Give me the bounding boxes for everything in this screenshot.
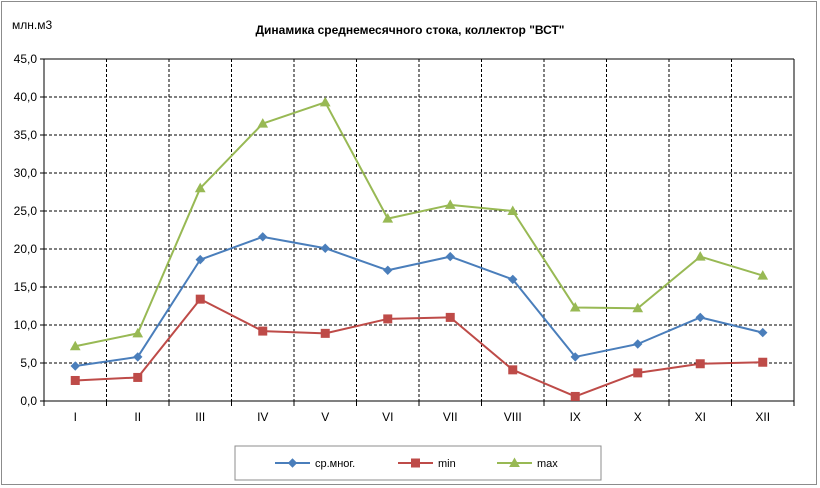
data-point bbox=[508, 274, 518, 285]
data-point bbox=[383, 265, 393, 275]
x-tick-label: III bbox=[195, 410, 205, 424]
x-tick-label: IV bbox=[257, 410, 268, 424]
y-tick-label: 45,0 bbox=[14, 52, 38, 66]
y-tick-label: 20,0 bbox=[14, 242, 38, 256]
y-tick-label: 40,0 bbox=[14, 90, 38, 104]
data-point bbox=[70, 375, 80, 385]
legend-label: min bbox=[438, 458, 456, 470]
data-point bbox=[320, 328, 330, 338]
x-tick-label: XII bbox=[755, 410, 770, 424]
legend-label: max bbox=[537, 458, 558, 470]
legend-marker bbox=[411, 458, 420, 468]
data-point bbox=[445, 312, 455, 322]
x-tick-label: VII bbox=[443, 410, 458, 424]
data-point bbox=[757, 270, 769, 280]
data-point bbox=[258, 232, 268, 242]
y-tick-label: 35,0 bbox=[14, 128, 38, 142]
x-tick-label: IX bbox=[570, 410, 581, 424]
y-axis-label: млн.м3 bbox=[12, 18, 52, 32]
data-point bbox=[569, 302, 581, 312]
x-tick-label: II bbox=[134, 410, 141, 424]
data-point bbox=[132, 327, 144, 338]
data-point bbox=[133, 352, 143, 362]
y-tick-label: 25,0 bbox=[14, 204, 38, 218]
data-point bbox=[445, 251, 455, 262]
x-tick-label: V bbox=[321, 410, 329, 424]
gridlines bbox=[44, 58, 795, 401]
legend-entry: max bbox=[497, 457, 558, 470]
data-point bbox=[257, 118, 269, 128]
y-tick-label: 0,0 bbox=[20, 394, 37, 408]
x-tick-label: VIII bbox=[504, 410, 522, 424]
series-max bbox=[69, 96, 769, 351]
data-point bbox=[319, 96, 331, 107]
data-point bbox=[70, 361, 80, 371]
data-point bbox=[632, 302, 644, 313]
legend-label: ср.мног. bbox=[315, 458, 355, 470]
series-layer bbox=[69, 96, 769, 401]
series-line bbox=[75, 235, 763, 368]
data-point bbox=[195, 294, 205, 304]
series-line bbox=[75, 101, 764, 348]
data-point bbox=[444, 199, 456, 209]
x-tick-label: XI bbox=[695, 410, 706, 424]
data-point bbox=[570, 391, 580, 401]
y-tick-label: 10,0 bbox=[14, 318, 38, 332]
data-point bbox=[570, 352, 580, 362]
x-tick-label: VI bbox=[382, 410, 393, 424]
series-min bbox=[70, 294, 768, 401]
data-point bbox=[758, 357, 768, 367]
data-point bbox=[695, 359, 705, 369]
data-point bbox=[633, 368, 643, 378]
data-point bbox=[258, 326, 268, 336]
chart-title: Динамика среднемесячного стока, коллекто… bbox=[255, 23, 564, 37]
data-point bbox=[383, 314, 393, 324]
data-point bbox=[133, 372, 143, 382]
y-tick-label: 5,0 bbox=[20, 356, 37, 370]
x-tick-label: X bbox=[634, 410, 642, 424]
data-point bbox=[194, 182, 206, 193]
data-point bbox=[195, 254, 205, 265]
legend-marker bbox=[509, 457, 520, 467]
legend-entry: ср.мног. bbox=[275, 458, 355, 470]
legend: ср.мног. min max bbox=[234, 445, 602, 481]
data-point bbox=[694, 251, 706, 261]
data-point bbox=[508, 365, 518, 375]
y-tick-label: 15,0 bbox=[14, 280, 38, 294]
series-ср.мног. bbox=[70, 232, 768, 371]
x-tick-label: I bbox=[74, 410, 77, 424]
data-point bbox=[695, 312, 705, 323]
axes: 0,05,010,015,020,025,030,035,040,045,0I I… bbox=[14, 52, 795, 424]
data-point bbox=[758, 327, 768, 338]
data-point bbox=[69, 340, 81, 351]
legend-entry: min bbox=[398, 458, 456, 470]
series-line bbox=[75, 298, 763, 398]
legend-marker bbox=[287, 458, 298, 468]
data-point bbox=[382, 213, 394, 223]
data-point bbox=[507, 205, 519, 215]
y-tick-label: 30,0 bbox=[14, 166, 38, 180]
data-point bbox=[633, 339, 643, 349]
data-point bbox=[320, 243, 330, 253]
